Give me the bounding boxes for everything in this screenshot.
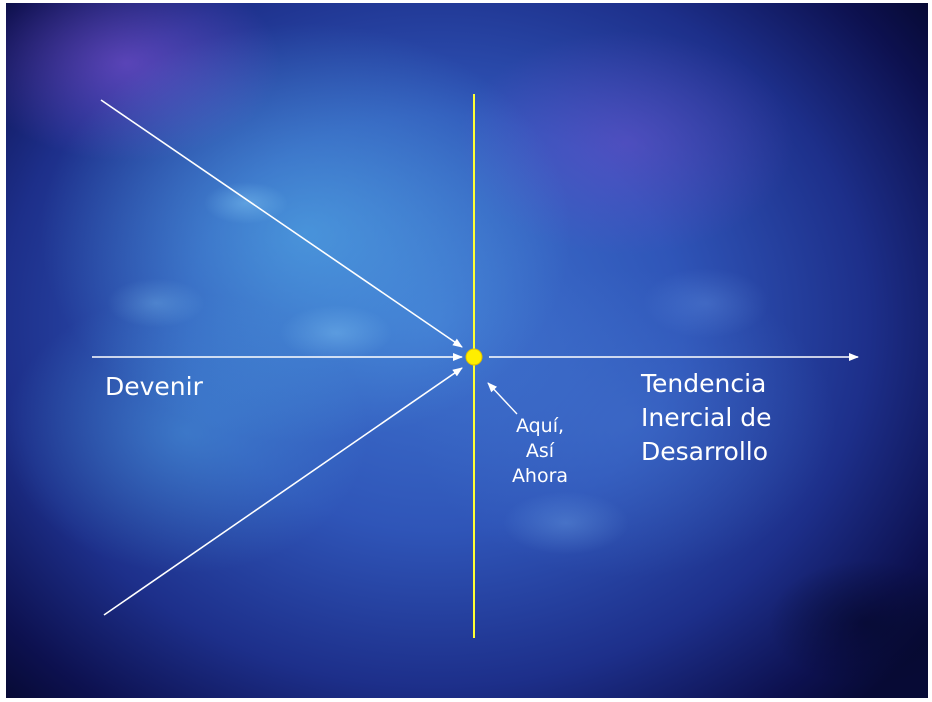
upper-diagonal-arrow bbox=[100, 99, 463, 348]
asi-line: Así bbox=[525, 440, 555, 462]
lower-diagonal-arrow bbox=[103, 367, 463, 616]
tendencia-line-3: Desarrollo bbox=[641, 437, 769, 466]
tendencia-label: Tendencia Inercial de Desarrollo bbox=[641, 367, 771, 469]
aqui-line: Aquí, bbox=[515, 415, 565, 437]
tendencia-line-2: Inercial de bbox=[641, 403, 772, 432]
ahora-line: Ahora bbox=[511, 465, 569, 487]
center-point-dot bbox=[465, 348, 483, 366]
devenir-label: Devenir bbox=[105, 372, 203, 401]
aqui-asi-ahora-label: Aquí, Así Ahora bbox=[510, 414, 570, 489]
pointer-arrow-to-center bbox=[487, 382, 518, 415]
tendencia-line-1: Tendencia bbox=[641, 369, 767, 398]
